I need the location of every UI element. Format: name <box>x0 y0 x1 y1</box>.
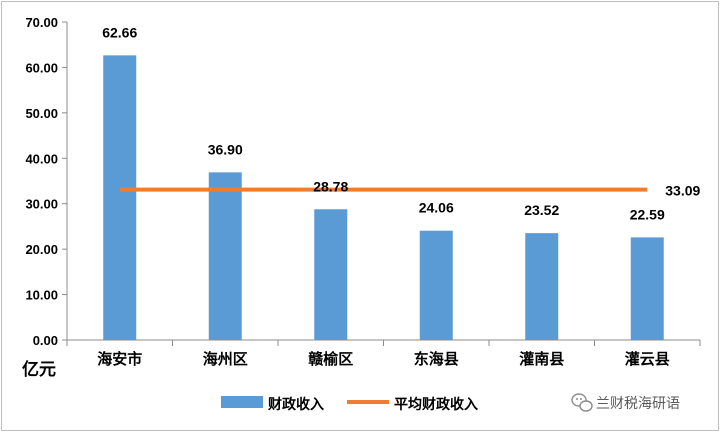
y-tick-label: 20.00 <box>25 242 58 257</box>
y-tick-label: 40.00 <box>25 151 58 166</box>
y-tick-label: 70.00 <box>25 15 58 30</box>
y-tick-label: 10.00 <box>25 288 58 303</box>
bar <box>103 55 137 340</box>
x-category-label: 灌南县 <box>519 350 564 368</box>
y-tick-label: 0.00 <box>33 333 58 348</box>
bar-value-label: 23.52 <box>524 202 559 218</box>
legend-label-line: 平均财政收入 <box>394 396 478 413</box>
x-category-label: 海安市 <box>97 350 142 368</box>
bar-value-label: 62.66 <box>102 24 137 40</box>
x-category-label: 灌云县 <box>625 350 670 368</box>
bar <box>419 230 453 340</box>
watermark-text: 兰财税海研语 <box>596 396 680 412</box>
average-value-label: 33.09 <box>665 183 700 199</box>
bar <box>314 209 348 340</box>
bar-value-label: 24.06 <box>419 200 454 216</box>
x-axis: 海安市 海州区 赣榆区 东海县 灌南县 灌云县 <box>66 339 701 368</box>
y-tick-label: 30.00 <box>25 197 58 212</box>
wechat-icon <box>571 393 593 412</box>
bar-value-label: 36.90 <box>208 141 243 157</box>
x-category-label: 东海县 <box>414 350 459 368</box>
bar <box>630 237 664 340</box>
bar-value-label: 28.78 <box>313 178 348 194</box>
watermark: 兰财税海研语 <box>571 393 680 412</box>
unit-label: 亿元 <box>22 359 56 380</box>
y-axis: 0.00 10.00 20.00 30.00 40.00 50.00 60.00 70.00 <box>25 15 68 348</box>
y-tick-label: 60.00 <box>25 60 58 75</box>
x-category-label: 海州区 <box>203 350 248 368</box>
bar-series <box>103 55 664 340</box>
bar <box>208 172 242 340</box>
bar-value-label: 22.59 <box>630 206 665 222</box>
x-category-label: 赣榆区 <box>308 350 353 368</box>
y-tick-label: 50.00 <box>25 106 58 121</box>
legend-swatch-bar <box>221 396 263 408</box>
legend: 财政收入 平均财政收入 <box>221 396 478 413</box>
legend-label-bar: 财政收入 <box>267 396 324 413</box>
bar <box>525 233 559 340</box>
